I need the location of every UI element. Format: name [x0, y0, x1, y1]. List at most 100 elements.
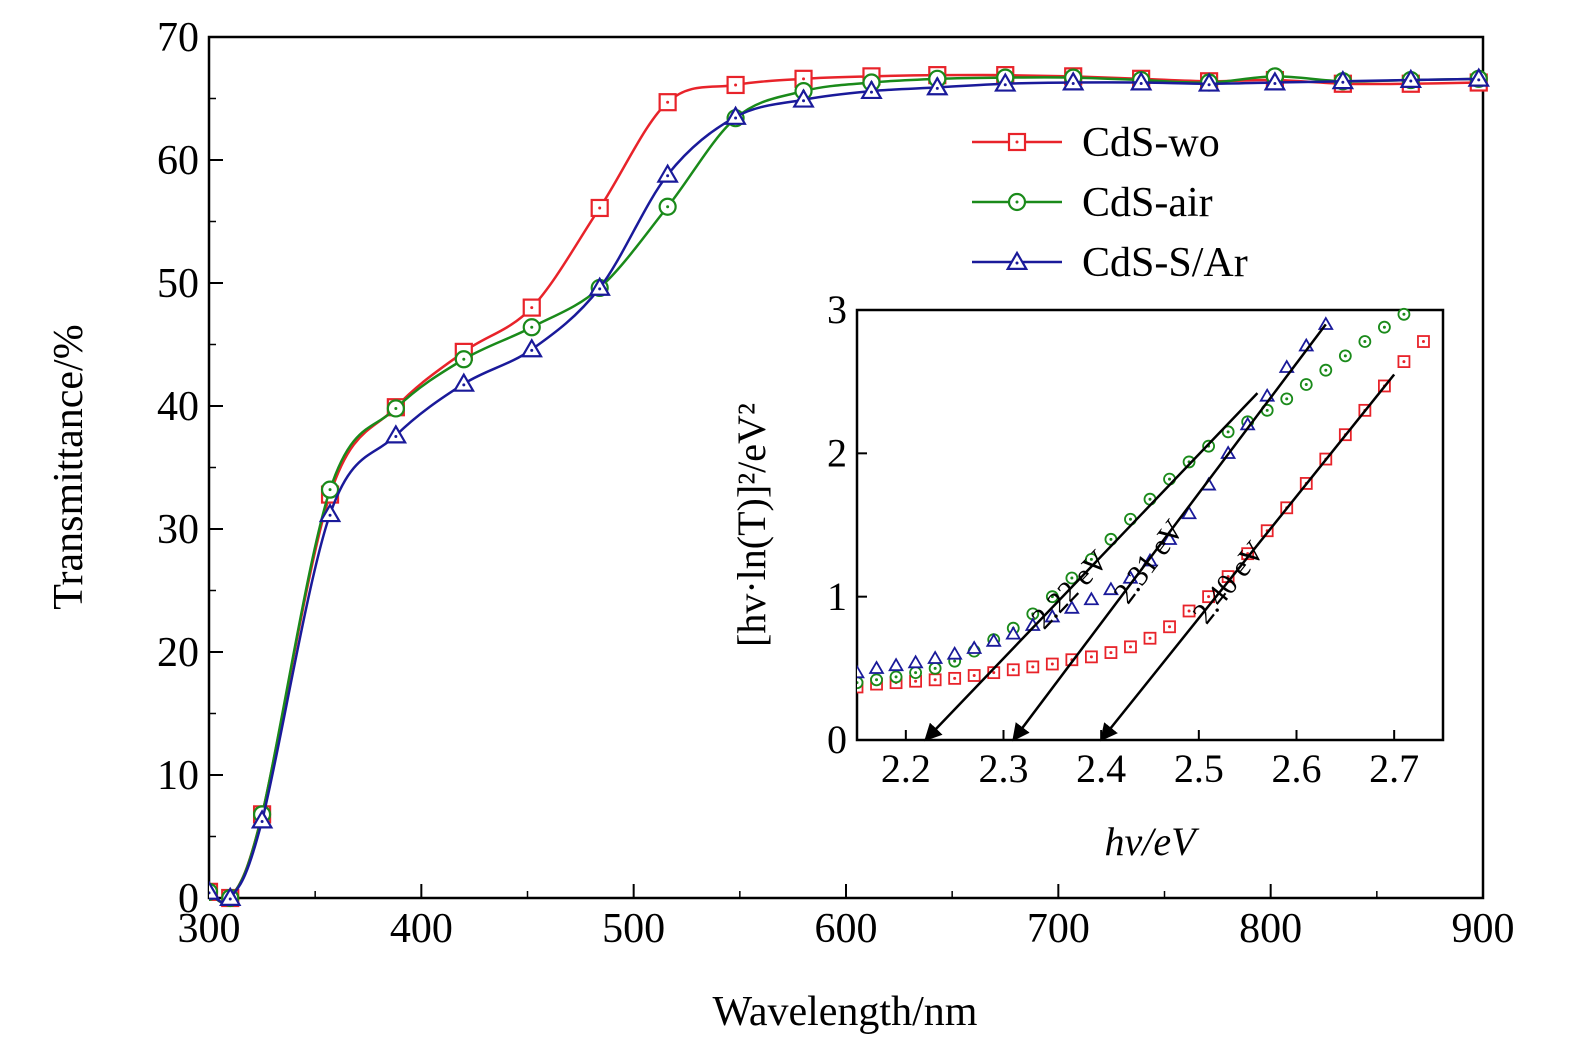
marker-triangle	[588, 276, 611, 296]
y-tick-label: 40	[157, 384, 199, 430]
marker-dot	[953, 676, 957, 680]
marker-triangle	[1263, 71, 1287, 91]
y-tick-label: 60	[157, 138, 199, 184]
y-tick-label: 30	[157, 507, 199, 553]
marker-dot	[530, 325, 534, 329]
marker-triangle	[656, 163, 679, 183]
y-tick-label: 2	[827, 431, 847, 476]
marker-dot	[228, 897, 232, 901]
marker-dot	[1341, 80, 1345, 84]
marker-dot	[869, 90, 873, 94]
marker-dot	[1402, 312, 1406, 316]
marker-dot	[209, 891, 211, 895]
y-tick-label: 10	[157, 753, 199, 799]
marker-dot	[875, 678, 879, 682]
fit-arrow	[924, 392, 1259, 742]
marker-dot	[1285, 397, 1289, 401]
marker-triangle	[860, 79, 883, 100]
marker-dot	[1409, 79, 1413, 83]
marker-triangle	[1399, 68, 1422, 88]
marker-dot	[933, 678, 937, 682]
marker-dot	[1363, 340, 1367, 344]
marker-dot	[462, 357, 466, 361]
x-tick-label: 400	[390, 906, 453, 952]
marker-dot	[1148, 497, 1152, 501]
marker-triangle	[868, 660, 885, 674]
marker-dot	[1402, 360, 1406, 364]
marker-dot	[1324, 368, 1328, 372]
x-tick-label: 900	[1452, 906, 1515, 952]
fit-arrow	[1100, 373, 1396, 742]
marker-dot	[1015, 261, 1019, 265]
inset-x-axis-label: hv/eV	[1104, 819, 1200, 864]
marker-dot	[1265, 408, 1269, 412]
x-tick-label: 500	[602, 906, 665, 952]
x-tick-label: 2.6	[1272, 746, 1322, 791]
marker-dot	[328, 488, 332, 492]
marker-dot	[1139, 82, 1143, 86]
marker-triangle	[1083, 591, 1100, 606]
marker-dot	[953, 659, 957, 663]
marker-dot	[1089, 557, 1093, 561]
marker-triangle	[318, 502, 342, 523]
y-tick-label: 0	[827, 717, 847, 762]
plot-area	[209, 66, 1490, 908]
marker-triangle	[724, 105, 747, 125]
x-tick-label: 2.3	[979, 746, 1029, 791]
y-axis-label: Transmittance/%	[46, 324, 92, 609]
y-tick-label: 1	[827, 574, 847, 619]
marker-dot	[1071, 82, 1075, 86]
marker-dot	[1050, 662, 1054, 666]
x-tick-label: 700	[1027, 906, 1090, 952]
plot-frame	[855, 308, 1445, 742]
marker-triangle	[1197, 72, 1221, 92]
marker-dot	[933, 666, 937, 670]
marker-dot	[1015, 200, 1019, 204]
legend-label: CdS-wo	[1082, 120, 1220, 166]
marker-dot	[802, 99, 806, 103]
marker-triangle	[994, 72, 1017, 92]
marker-dot	[1226, 430, 1230, 434]
marker-dot	[1128, 517, 1132, 521]
marker-dot	[462, 383, 466, 387]
marker-dot	[530, 306, 534, 310]
marker-dot	[598, 206, 602, 210]
marker-triangle	[857, 664, 865, 679]
marker-triangle	[927, 650, 944, 664]
marker-triangle	[907, 654, 924, 669]
marker-triangle	[452, 372, 475, 392]
series-line	[209, 77, 1479, 904]
marker-dot	[1015, 140, 1019, 144]
legend-marker	[1005, 250, 1029, 270]
x-tick-label: 2.5	[1174, 746, 1224, 791]
x-tick-label: 2.2	[881, 746, 931, 791]
x-tick-label: 300	[178, 906, 241, 952]
fit-arrow	[1012, 323, 1327, 742]
marker-triangle	[1278, 359, 1295, 373]
marker-dot	[1187, 609, 1191, 613]
marker-dot	[1050, 595, 1054, 599]
marker-triangle	[966, 640, 983, 654]
marker-dot	[1304, 383, 1308, 387]
marker-triangle	[520, 338, 543, 358]
marker-dot	[260, 820, 264, 824]
x-tick-label: 2.4	[1076, 746, 1126, 791]
marker-dot	[666, 100, 670, 104]
marker-triangle	[1102, 581, 1119, 596]
marker-dot	[1109, 537, 1113, 541]
marker-dot	[394, 435, 398, 439]
marker-triangle	[384, 424, 408, 444]
marker-triangle	[926, 76, 949, 96]
marker-triangle	[888, 657, 905, 672]
marker-dot	[1031, 665, 1035, 669]
marker-dot	[1382, 325, 1386, 329]
y-tick-label: 50	[157, 261, 199, 307]
marker-triangle	[1181, 505, 1198, 520]
marker-dot	[734, 116, 738, 120]
marker-dot	[1168, 477, 1172, 481]
marker-triangle	[946, 645, 963, 660]
marker-triangle	[1044, 608, 1061, 623]
marker-circle	[857, 676, 864, 690]
x-tick-label: 600	[815, 906, 878, 952]
